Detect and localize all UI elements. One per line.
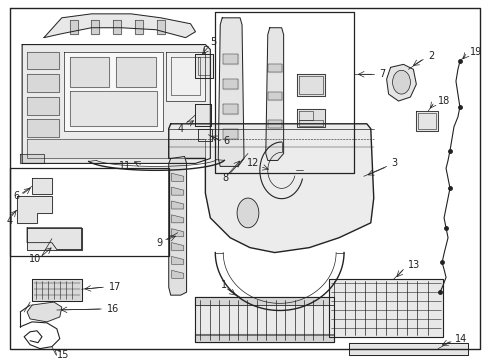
Polygon shape	[329, 279, 443, 337]
Polygon shape	[196, 334, 334, 342]
Polygon shape	[349, 343, 468, 355]
Polygon shape	[27, 74, 59, 92]
Polygon shape	[268, 64, 282, 72]
Polygon shape	[196, 54, 213, 78]
Polygon shape	[166, 51, 205, 101]
Polygon shape	[198, 129, 212, 141]
Polygon shape	[416, 111, 438, 131]
Polygon shape	[135, 20, 143, 34]
Polygon shape	[70, 58, 109, 87]
Text: 12: 12	[247, 158, 259, 168]
Text: 2: 2	[428, 51, 435, 62]
Polygon shape	[17, 196, 52, 223]
Polygon shape	[27, 119, 59, 137]
Text: 13: 13	[408, 260, 420, 270]
Polygon shape	[27, 97, 59, 115]
Polygon shape	[22, 45, 210, 163]
Polygon shape	[27, 228, 82, 249]
Polygon shape	[172, 257, 184, 265]
Text: 3: 3	[392, 158, 398, 168]
Polygon shape	[27, 302, 62, 322]
Text: 8: 8	[222, 173, 228, 183]
Polygon shape	[196, 297, 334, 305]
Ellipse shape	[237, 198, 259, 228]
Text: 19: 19	[470, 46, 482, 57]
Polygon shape	[27, 139, 205, 158]
Polygon shape	[297, 109, 325, 127]
Text: 10: 10	[29, 255, 41, 265]
Polygon shape	[268, 92, 282, 100]
Polygon shape	[172, 173, 184, 181]
Polygon shape	[70, 20, 77, 34]
Polygon shape	[223, 79, 238, 89]
Polygon shape	[27, 51, 59, 69]
Polygon shape	[172, 187, 184, 195]
Text: 5: 5	[210, 37, 217, 46]
Polygon shape	[266, 28, 284, 161]
Polygon shape	[70, 91, 157, 126]
Polygon shape	[27, 228, 82, 249]
Text: 6: 6	[223, 136, 229, 146]
Polygon shape	[157, 20, 165, 34]
Polygon shape	[32, 178, 52, 194]
Polygon shape	[196, 104, 211, 126]
Polygon shape	[172, 229, 184, 237]
Polygon shape	[44, 14, 196, 38]
Polygon shape	[172, 215, 184, 223]
Text: 15: 15	[57, 350, 69, 360]
Text: 17: 17	[109, 282, 122, 292]
Text: 16: 16	[107, 304, 120, 314]
Polygon shape	[32, 279, 82, 301]
Polygon shape	[172, 270, 184, 278]
Polygon shape	[92, 20, 99, 34]
Polygon shape	[113, 20, 121, 34]
Text: 4: 4	[177, 124, 184, 134]
Polygon shape	[196, 297, 334, 342]
Text: 4: 4	[6, 216, 12, 226]
Polygon shape	[387, 64, 416, 101]
Polygon shape	[64, 51, 163, 131]
Polygon shape	[223, 129, 238, 139]
Text: 9: 9	[157, 238, 163, 248]
Polygon shape	[172, 243, 184, 251]
Polygon shape	[116, 58, 156, 87]
Text: 7: 7	[379, 69, 385, 79]
Polygon shape	[169, 157, 187, 295]
Polygon shape	[169, 124, 374, 253]
Polygon shape	[268, 120, 282, 128]
Text: 1: 1	[221, 280, 227, 290]
Text: 11: 11	[119, 161, 131, 171]
Polygon shape	[172, 201, 184, 209]
Polygon shape	[218, 18, 244, 166]
Ellipse shape	[392, 70, 411, 94]
Text: 6: 6	[13, 191, 19, 201]
Polygon shape	[223, 54, 238, 64]
Polygon shape	[20, 153, 44, 163]
Text: 14: 14	[455, 334, 467, 344]
Polygon shape	[297, 74, 325, 96]
Text: 18: 18	[438, 96, 450, 106]
Polygon shape	[223, 104, 238, 114]
